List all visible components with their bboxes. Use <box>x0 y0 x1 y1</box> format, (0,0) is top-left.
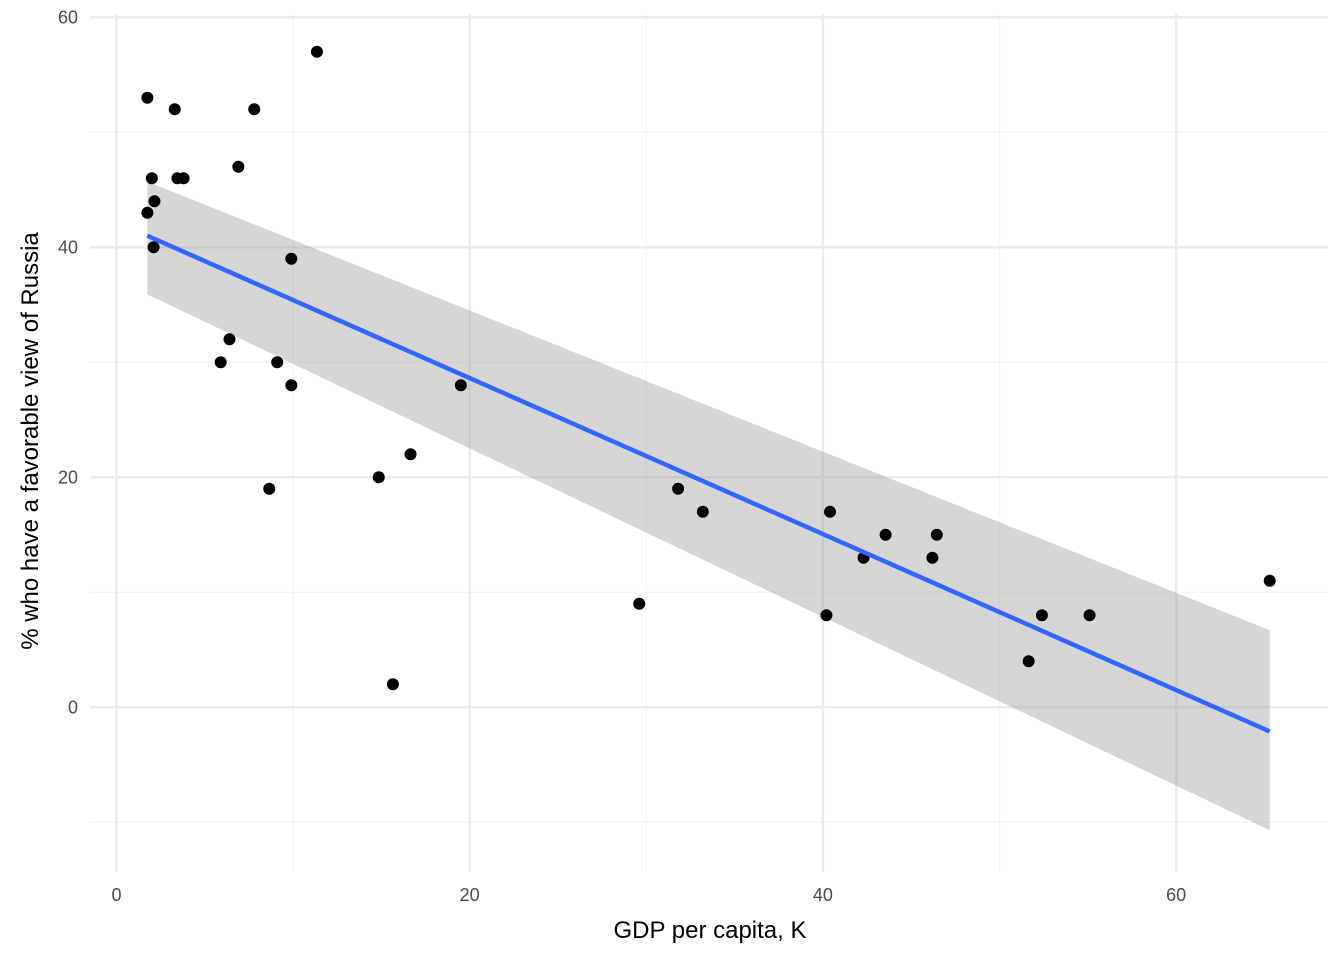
data-point <box>404 448 417 461</box>
data-point <box>820 609 833 622</box>
confidence-band <box>147 181 1270 831</box>
data-point <box>672 482 685 495</box>
data-point <box>177 172 190 185</box>
data-point <box>223 333 236 346</box>
data-point <box>248 103 261 116</box>
x-axis-ticks: 0 20 40 60 <box>111 885 1186 905</box>
data-point <box>926 551 939 564</box>
data-point <box>454 379 467 392</box>
y-tick-label: 0 <box>68 697 78 717</box>
y-tick-label: 60 <box>58 7 78 27</box>
data-point <box>879 528 892 541</box>
grid-major <box>90 14 1328 872</box>
data-point <box>168 103 181 116</box>
data-point <box>214 356 227 369</box>
data-point <box>147 241 160 254</box>
data-point <box>271 356 284 369</box>
data-point <box>141 91 154 104</box>
x-tick-label: 0 <box>111 885 121 905</box>
data-point <box>930 528 943 541</box>
data-point <box>1083 609 1096 622</box>
data-point <box>141 206 154 219</box>
data-point <box>372 471 385 484</box>
data-point <box>1035 609 1048 622</box>
x-tick-label: 60 <box>1166 885 1186 905</box>
data-point <box>633 597 646 610</box>
x-tick-label: 20 <box>460 885 480 905</box>
grid-minor <box>90 14 1328 872</box>
y-axis-title: % who have a favorable view of Russia <box>17 232 44 650</box>
data-point <box>148 195 161 208</box>
y-tick-label: 20 <box>58 467 78 487</box>
data-point <box>310 45 323 58</box>
regression-line <box>146 233 1271 734</box>
points-layer <box>141 45 1276 691</box>
data-point <box>1263 574 1276 587</box>
data-point <box>696 505 709 518</box>
x-axis-title: GDP per capita, K <box>614 917 807 944</box>
data-point <box>232 160 245 173</box>
y-axis-ticks: 0 20 40 60 <box>58 7 78 717</box>
confidence-band-layer <box>147 181 1270 831</box>
data-point <box>263 482 276 495</box>
data-point <box>145 172 158 185</box>
data-point <box>285 379 298 392</box>
data-point <box>823 505 836 518</box>
fit-line-layer <box>146 233 1271 734</box>
y-tick-label: 40 <box>58 237 78 257</box>
data-point <box>285 252 298 265</box>
data-point <box>1022 655 1035 668</box>
data-point <box>386 678 399 691</box>
x-tick-label: 40 <box>813 885 833 905</box>
